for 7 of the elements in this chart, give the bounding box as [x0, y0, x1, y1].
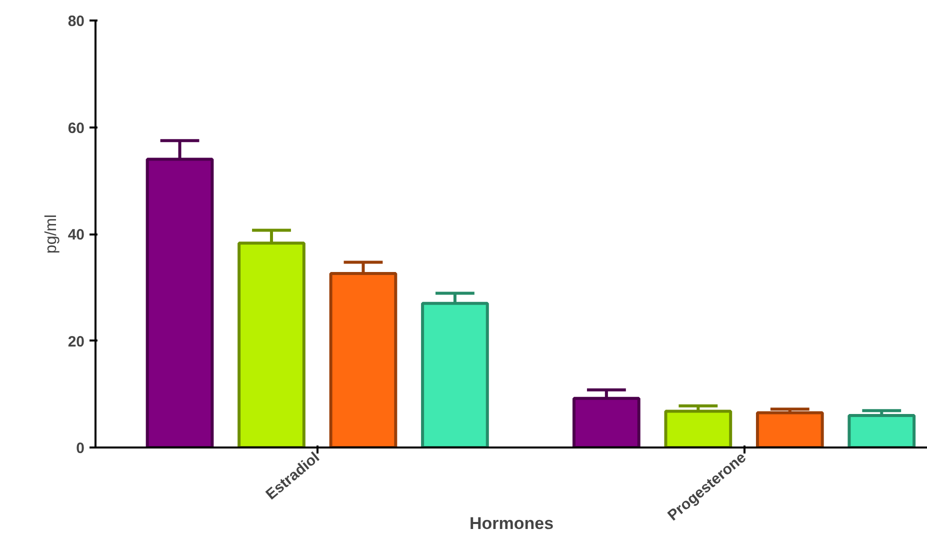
y-tick-label: 40	[68, 226, 85, 244]
y-tick-label: 0	[76, 440, 84, 457]
y-tick-label: 20	[68, 333, 85, 350]
y-tick-label: 80	[68, 13, 85, 30]
y-axis-title: pg/ml	[42, 214, 60, 254]
x-axis-title: Hormones	[469, 514, 554, 533]
y-tick-label: 60	[68, 120, 85, 137]
